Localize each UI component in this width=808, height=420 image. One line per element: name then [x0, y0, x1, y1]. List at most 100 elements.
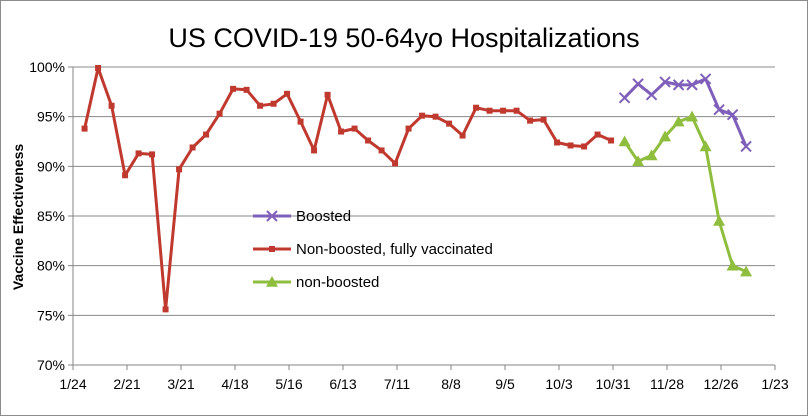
data-point [594, 131, 601, 138]
data-point [122, 172, 129, 179]
data-point [608, 137, 615, 144]
data-point [686, 79, 698, 91]
x-tick-label: 10/31 [595, 376, 630, 392]
chart-title: US COVID-19 50-64yo Hospitalizations [168, 23, 639, 53]
x-tick-label: 1/23 [761, 376, 788, 392]
y-tick-label: 95% [37, 109, 65, 125]
data-point [567, 142, 574, 149]
data-point [632, 78, 644, 90]
data-point [713, 104, 725, 116]
legend-label: non-boosted [296, 274, 379, 291]
data-point [392, 160, 399, 167]
x-tick-label: 12/26 [703, 376, 738, 392]
y-tick-label: 85% [37, 208, 65, 224]
y-tick-label: 90% [37, 158, 65, 174]
data-point [486, 107, 493, 114]
x-tick-label: 10/3 [545, 376, 572, 392]
series-boosted [618, 73, 752, 153]
data-point [513, 107, 520, 114]
data-point [230, 85, 237, 92]
data-point [581, 143, 588, 150]
data-point [324, 91, 331, 98]
data-point [459, 132, 466, 139]
data-point [419, 112, 426, 119]
data-point [618, 135, 631, 147]
data-point [473, 104, 480, 111]
data-point [81, 125, 88, 132]
data-point [162, 306, 169, 313]
y-axis-label: Vaccine Effectiveness [10, 144, 26, 291]
data-point [672, 115, 685, 127]
data-point [726, 108, 739, 121]
x-tick-label: 3/21 [167, 376, 194, 392]
data-point [713, 214, 726, 226]
data-point [216, 110, 223, 117]
data-point [432, 113, 439, 120]
data-point [203, 131, 210, 138]
data-point [446, 120, 453, 127]
data-point [659, 130, 672, 142]
x-tick-label: 5/16 [275, 376, 302, 392]
data-point [149, 151, 156, 158]
y-axis-ticks: 70% 75% 80% 85% 90% 95% 100% [29, 59, 73, 373]
data-point [659, 76, 671, 88]
data-point [500, 107, 507, 114]
data-point [365, 137, 372, 144]
data-point [95, 64, 102, 71]
data-point [645, 149, 658, 161]
data-point [284, 90, 291, 97]
legend-marker [266, 210, 278, 222]
data-point [351, 125, 358, 132]
x-tick-label: 1/24 [59, 376, 86, 392]
data-point [311, 147, 318, 154]
data-point [405, 125, 412, 132]
series-line [623, 115, 747, 273]
legend: Boosted Non-boosted, fully vaccinated non-… [253, 208, 493, 291]
data-point [686, 110, 699, 122]
data-point [297, 118, 304, 125]
x-tick-label: 2/21 [113, 376, 140, 392]
series-non-boosted-fully-vaccinated [81, 64, 615, 313]
legend-marker [269, 246, 275, 252]
data-point [726, 259, 739, 271]
legend-label: Non-boosted, fully vaccinated [296, 241, 493, 258]
data-point [189, 144, 196, 151]
y-tick-label: 75% [37, 307, 65, 323]
series-non-boosted [618, 110, 753, 277]
data-point [378, 147, 385, 154]
legend-label: Boosted [296, 208, 351, 225]
data-point [135, 150, 142, 157]
x-axis-ticks: 1/24 2/21 3/21 4/18 5/16 6/13 7/11 8/8 9/5 10/3 10… [59, 365, 789, 392]
data-point [243, 86, 250, 93]
data-point [270, 100, 277, 107]
x-tick-label: 6/13 [329, 376, 356, 392]
data-point [699, 73, 712, 85]
legend-marker [266, 276, 278, 287]
data-point [527, 117, 534, 124]
data-point [645, 89, 658, 101]
data-point [740, 140, 752, 153]
series-line [83, 66, 612, 311]
x-tick-label: 7/11 [384, 376, 410, 392]
x-tick-label: 8/8 [441, 376, 461, 392]
data-point [672, 79, 685, 91]
y-tick-label: 80% [37, 258, 65, 274]
data-point [257, 102, 264, 109]
data-point [108, 102, 115, 109]
x-tick-label: 4/18 [221, 376, 248, 392]
data-point [540, 116, 547, 123]
series-line [623, 77, 748, 148]
data-point [176, 166, 183, 173]
x-tick-label: 11/28 [650, 376, 684, 392]
series-layer [81, 64, 753, 313]
data-point [632, 155, 645, 167]
data-point [338, 128, 345, 135]
y-tick-label: 70% [37, 357, 65, 373]
x-tick-label: 9/5 [495, 376, 515, 392]
y-tick-label: 100% [29, 59, 65, 75]
data-point [699, 140, 712, 152]
data-point [554, 139, 561, 146]
data-point [618, 92, 631, 104]
